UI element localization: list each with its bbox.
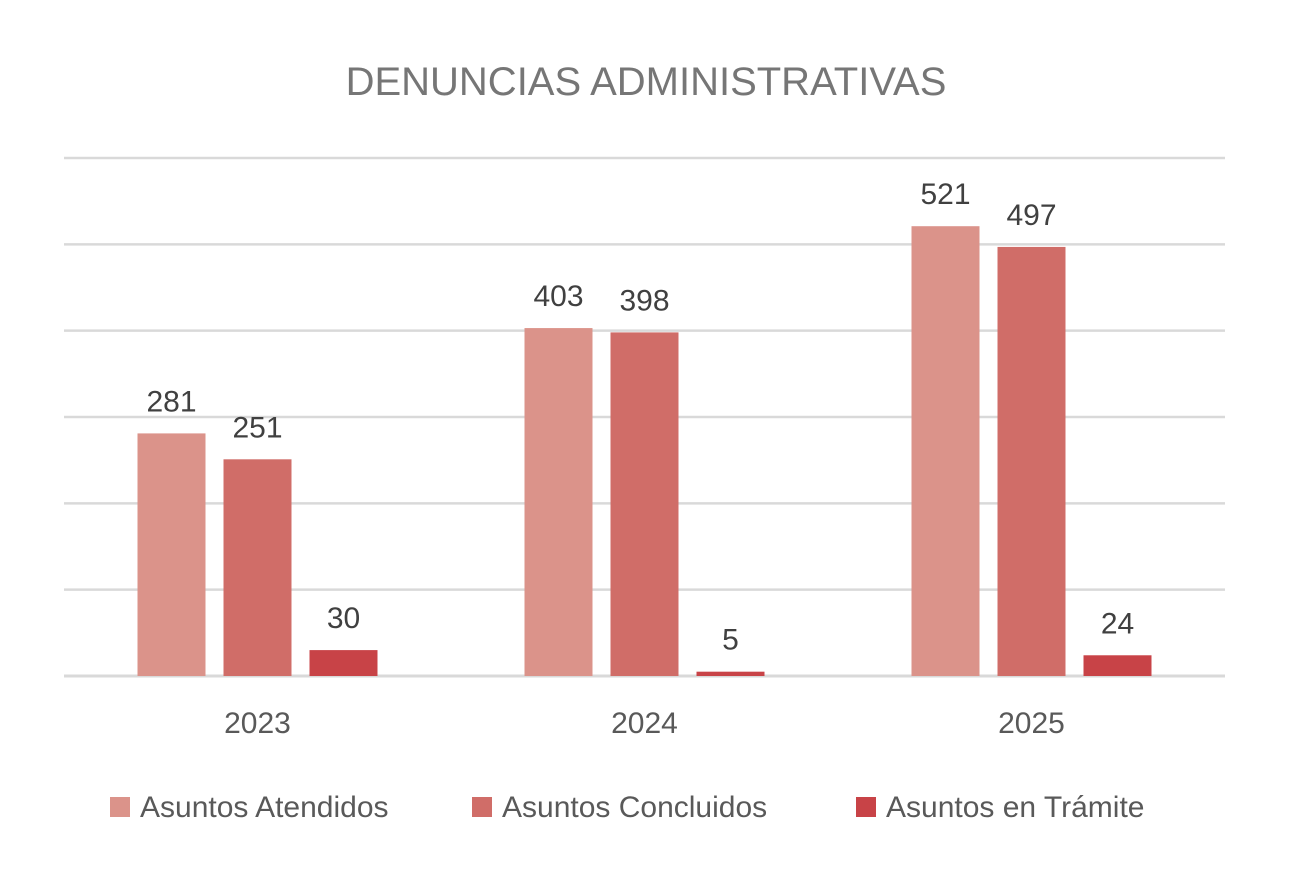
bar [696,671,765,676]
data-label: 521 [920,178,970,211]
bar [911,226,980,676]
bars: 281 251 30 403 398 5 521 497 24 [137,178,1152,676]
x-tick-label: 2024 [611,707,678,740]
x-axis-ticks: 2023 2024 2025 [224,707,1065,740]
bar [610,332,679,676]
legend-label: Asuntos Concluidos [502,791,767,824]
data-label: 24 [1101,607,1134,640]
legend-swatch [856,797,876,817]
data-label: 403 [533,280,583,313]
bar [1083,655,1152,676]
legend-item: Asuntos en Trámite [856,791,1144,824]
legend-item: Asuntos Concluidos [472,791,767,824]
data-label: 251 [232,411,282,444]
legend-swatch [472,797,492,817]
data-label: 497 [1006,199,1056,232]
bar [309,650,378,676]
bar [524,328,593,676]
data-label: 30 [327,602,360,635]
x-tick-label: 2025 [998,707,1065,740]
data-label: 398 [619,284,669,317]
bar [137,433,206,676]
legend: Asuntos Atendidos Asuntos Concluidos Asunt… [110,791,1144,824]
bar [223,459,292,676]
chart-title: DENUNCIAS ADMINISTRATIVAS [346,60,947,104]
legend-item: Asuntos Atendidos [110,791,389,824]
bar [997,246,1066,676]
legend-label: Asuntos en Trámite [886,791,1144,824]
data-label: 281 [146,385,196,418]
x-tick-label: 2023 [224,707,291,740]
legend-label: Asuntos Atendidos [140,791,389,824]
data-label: 5 [722,624,739,657]
legend-swatch [110,797,130,817]
